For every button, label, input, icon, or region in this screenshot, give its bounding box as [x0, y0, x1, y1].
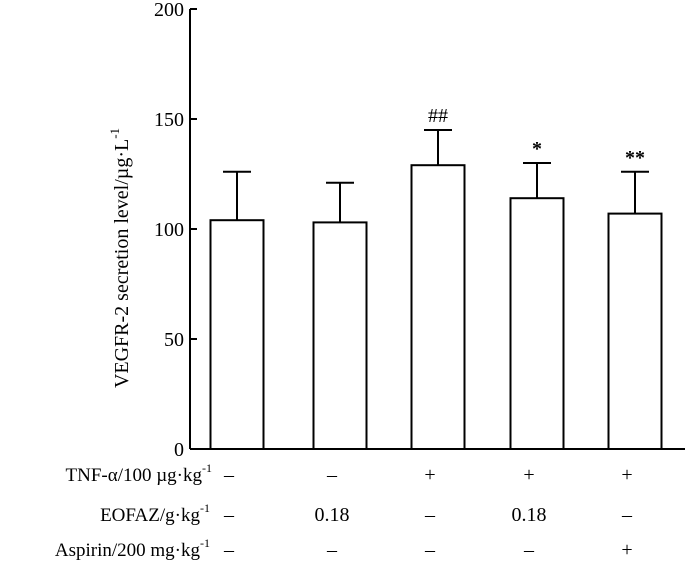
condition-label-text-3: Aspirin/200 mg·kg	[55, 540, 201, 561]
condition-label-sup-2: -1	[200, 501, 210, 515]
condition-label-text-1: TNF-α/100 µg·kg	[66, 465, 203, 486]
significance-marker-4: *	[532, 138, 542, 160]
condition-label-3: Aspirin/200 mg·kg-1	[55, 536, 210, 561]
condition-cell-1-2: –	[326, 464, 338, 486]
y-tick-label-3: 150	[154, 109, 184, 131]
condition-cell-2-3: –	[424, 504, 436, 526]
condition-cell-2-4: 0.18	[512, 504, 547, 526]
condition-cell-3-2: –	[326, 539, 338, 561]
bar-2	[312, 221, 368, 450]
condition-label-text-2: EOFAZ/g·kg	[100, 505, 200, 526]
condition-cell-2-5: –	[621, 504, 633, 526]
condition-label-sup-3: -1	[200, 536, 210, 550]
y-tick-label-1: 50	[164, 329, 184, 351]
y-tick-label-0: 0	[174, 439, 184, 461]
bar-3	[410, 164, 466, 450]
y-axis-title: VEGFR-2 secretion level/µg·L-1	[107, 128, 133, 388]
condition-cell-1-5: +	[621, 464, 632, 486]
condition-label-2: EOFAZ/g·kg-1	[100, 501, 210, 526]
bar-1	[209, 219, 265, 450]
plot-area: ##* **	[209, 105, 663, 450]
condition-cell-2-2: 0.18	[315, 504, 350, 526]
condition-label-1: TNF-α/100 µg·kg-1	[66, 461, 212, 486]
condition-cell-3-5: +	[621, 539, 632, 561]
condition-label-sup-1: -1	[202, 461, 212, 475]
condition-cell-3-1: –	[223, 539, 235, 561]
significance-marker-3: ##	[428, 105, 448, 127]
bar-4	[509, 197, 565, 450]
bar-5	[607, 212, 663, 450]
y-tick-label-2: 100	[154, 219, 184, 241]
y-axis: 0 50 100 150 200	[154, 0, 685, 461]
y-tick-label-4: 200	[154, 0, 184, 21]
condition-cell-3-3: –	[424, 539, 436, 561]
y-axis-title-sup: -1	[107, 128, 122, 139]
condition-cell-1-1: –	[223, 464, 235, 486]
condition-cell-1-3: +	[424, 464, 435, 486]
significance-marker-5: **	[625, 147, 645, 169]
condition-cell-1-4: +	[523, 464, 534, 486]
condition-table: TNF-α/100 µg·kg-1– – + + +EOFAZ/g·kg-1–0.18–…	[55, 461, 633, 561]
condition-cell-3-4: –	[523, 539, 535, 561]
condition-cell-2-1: –	[223, 504, 235, 526]
y-axis-title-text: VEGFR-2 secretion level/µg·L	[111, 139, 133, 388]
